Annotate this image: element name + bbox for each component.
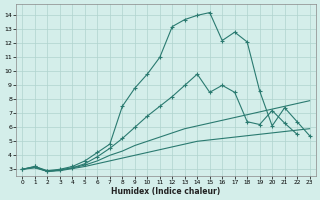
X-axis label: Humidex (Indice chaleur): Humidex (Indice chaleur) <box>111 187 221 196</box>
